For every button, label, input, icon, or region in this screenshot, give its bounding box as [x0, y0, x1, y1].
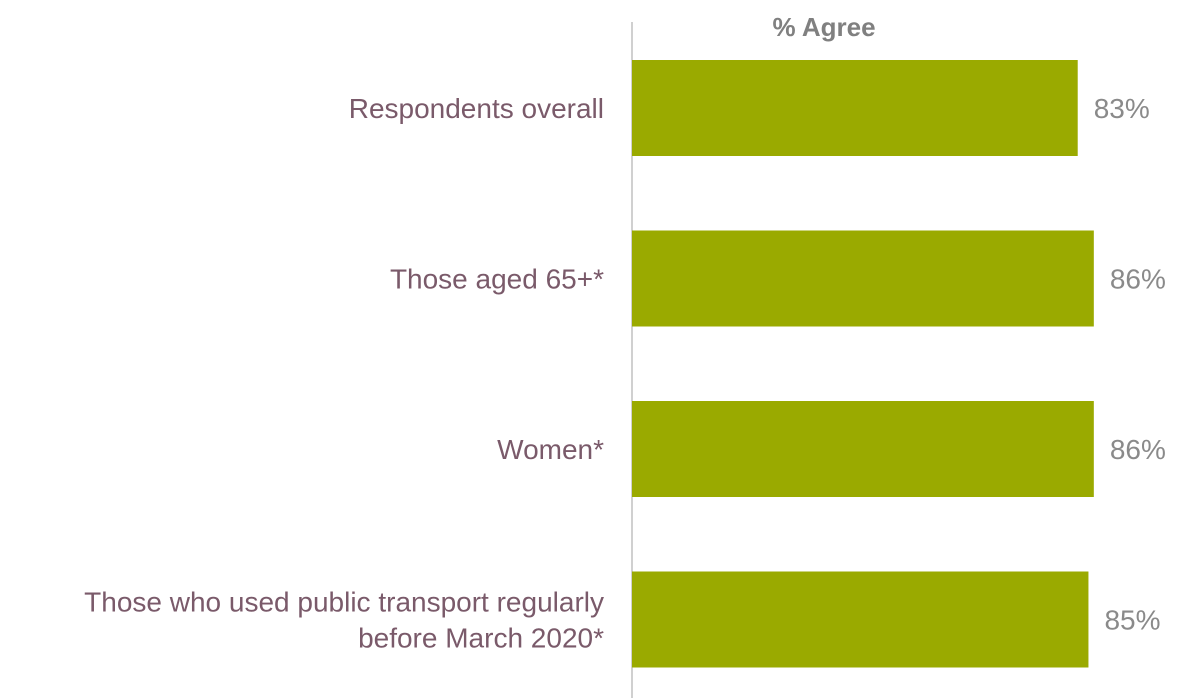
bar-group	[632, 60, 1094, 668]
category-label-line: Women*	[497, 434, 604, 465]
category-label-line: Those who used public transport regularl…	[84, 587, 604, 618]
category-label-0: Respondents overall	[349, 93, 604, 124]
category-label-line: before March 2020*	[358, 623, 604, 654]
category-label-2: Women*	[497, 434, 604, 465]
data-label-0: 83%	[1094, 93, 1150, 124]
data-label-2: 86%	[1110, 434, 1166, 465]
bar-0	[632, 60, 1078, 156]
category-label-line: Respondents overall	[349, 93, 604, 124]
data-label-1: 86%	[1110, 264, 1166, 295]
category-label-line: Those aged 65+*	[390, 264, 604, 295]
category-label-1: Those aged 65+*	[390, 264, 604, 295]
data-label-group: 83% 86% 86% 85%	[1094, 93, 1166, 636]
data-label-3: 85%	[1104, 605, 1160, 636]
category-label-3: Those who used public transport regularl…	[84, 587, 604, 654]
bar-2	[632, 401, 1094, 497]
category-label-group: Respondents overall Those aged 65+* Women*…	[84, 93, 604, 654]
chart-title: % Agree	[772, 12, 875, 42]
bar-1	[632, 230, 1094, 327]
bar-3	[632, 571, 1089, 668]
